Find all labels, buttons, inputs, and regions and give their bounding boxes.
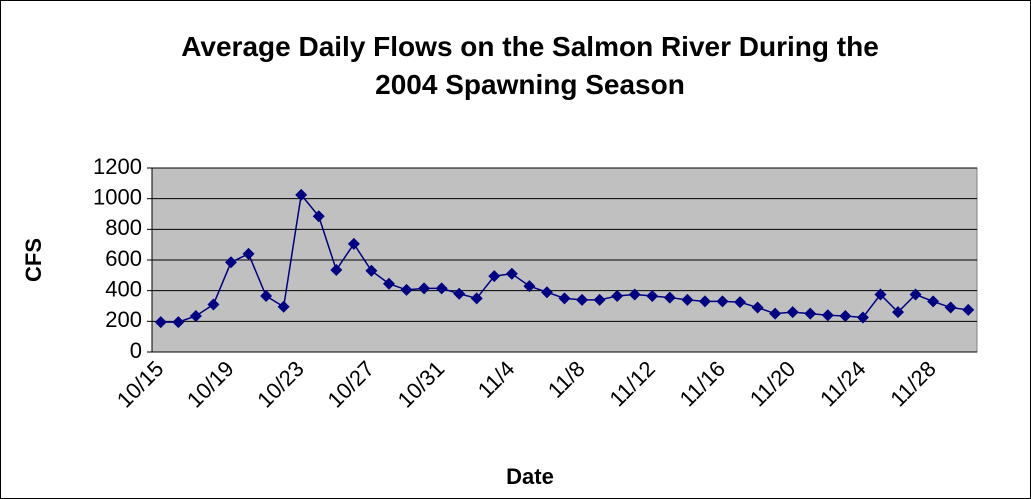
- marker: [453, 287, 466, 300]
- marker: [628, 288, 641, 301]
- marker: [312, 210, 325, 223]
- marker: [347, 237, 360, 250]
- x-axis-label: Date: [506, 464, 554, 489]
- marker: [540, 286, 553, 299]
- y-tick-label: 1000: [93, 184, 142, 209]
- marker: [242, 247, 255, 260]
- marker: [382, 277, 395, 290]
- marker: [505, 267, 518, 280]
- marker: [523, 280, 536, 293]
- marker: [698, 295, 711, 308]
- marker: [681, 293, 694, 306]
- marker: [172, 316, 185, 329]
- marker: [224, 256, 237, 269]
- marker: [435, 282, 448, 295]
- marker: [189, 309, 202, 322]
- marker: [751, 301, 764, 314]
- marker: [663, 291, 676, 304]
- marker: [927, 295, 940, 308]
- marker: [488, 270, 501, 283]
- marker: [400, 283, 413, 296]
- y-tick-label: 400: [105, 276, 142, 301]
- y-tick-label: 800: [105, 215, 142, 240]
- y-tick-label: 0: [130, 338, 142, 363]
- marker: [470, 292, 483, 305]
- marker: [611, 290, 624, 303]
- marker: [786, 306, 799, 319]
- marker: [207, 298, 220, 311]
- marker: [716, 295, 729, 308]
- marker: [944, 301, 957, 314]
- marker: [330, 263, 343, 276]
- y-tick-label: 600: [105, 246, 142, 271]
- marker: [821, 309, 834, 322]
- marker: [295, 188, 308, 201]
- y-axis-label: CFS: [21, 238, 46, 282]
- marker: [909, 288, 922, 301]
- marker: [839, 309, 852, 322]
- marker: [734, 296, 747, 309]
- marker: [418, 282, 431, 295]
- marker: [576, 293, 589, 306]
- marker: [365, 264, 378, 277]
- marker: [892, 306, 905, 319]
- marker: [962, 303, 975, 316]
- y-tick-label: 1200: [93, 154, 142, 179]
- marker: [874, 288, 887, 301]
- marker: [769, 307, 782, 320]
- marker: [593, 293, 606, 306]
- marker: [154, 316, 167, 329]
- marker: [856, 311, 869, 324]
- marker: [260, 290, 273, 303]
- chart-title: Average Daily Flows on the Salmon River …: [181, 31, 879, 100]
- y-tick-label: 200: [105, 307, 142, 332]
- marker: [558, 292, 571, 305]
- marker: [277, 300, 290, 313]
- marker: [646, 290, 659, 303]
- marker: [804, 307, 817, 320]
